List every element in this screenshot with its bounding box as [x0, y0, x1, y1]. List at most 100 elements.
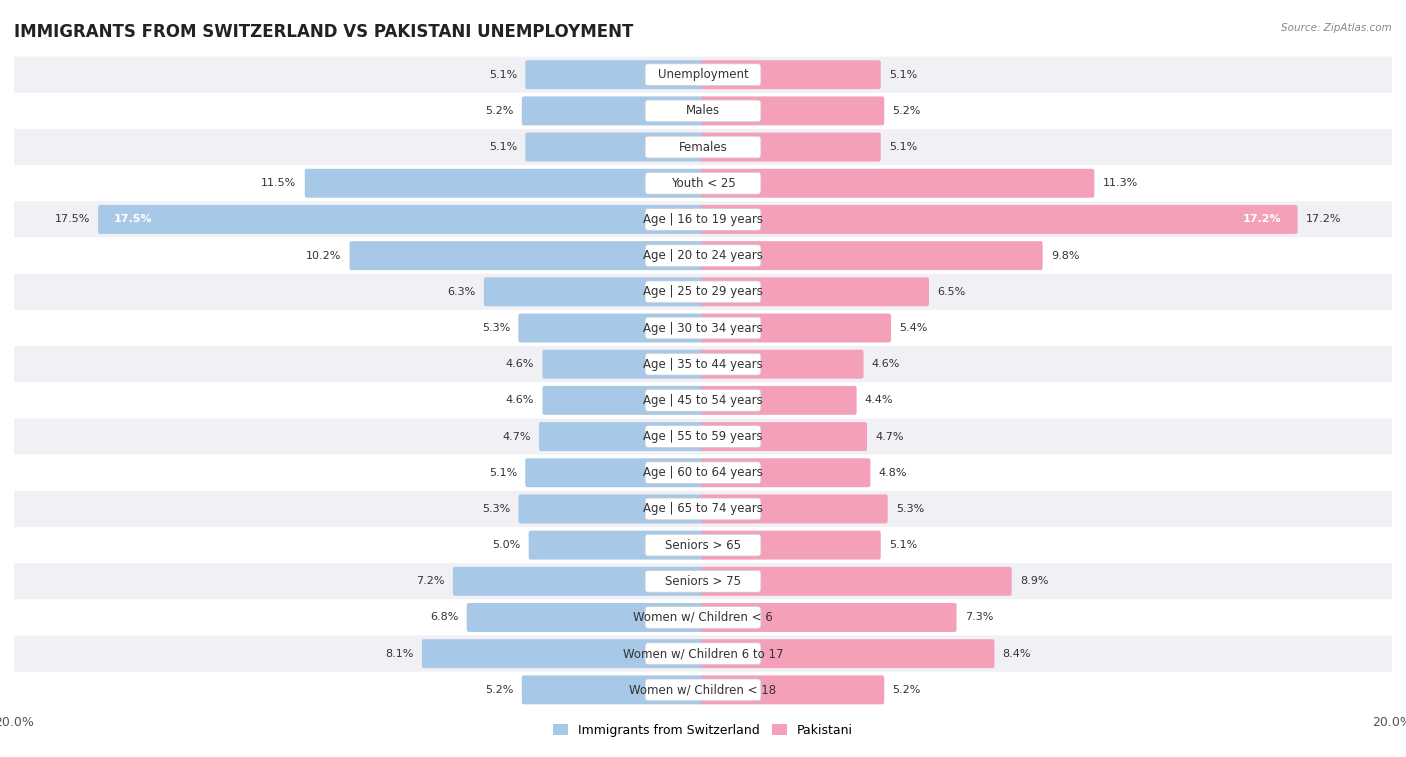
FancyBboxPatch shape [526, 458, 704, 488]
Text: Women w/ Children < 18: Women w/ Children < 18 [630, 684, 776, 696]
Text: 7.2%: 7.2% [416, 576, 444, 587]
Text: 4.7%: 4.7% [502, 431, 531, 441]
FancyBboxPatch shape [645, 390, 761, 411]
Text: Age | 45 to 54 years: Age | 45 to 54 years [643, 394, 763, 407]
FancyBboxPatch shape [702, 639, 994, 668]
Text: Seniors > 75: Seniors > 75 [665, 575, 741, 587]
FancyBboxPatch shape [702, 61, 880, 89]
FancyBboxPatch shape [645, 100, 761, 122]
FancyBboxPatch shape [645, 245, 761, 266]
Text: 5.1%: 5.1% [489, 468, 517, 478]
Text: 5.2%: 5.2% [893, 685, 921, 695]
Text: 5.2%: 5.2% [893, 106, 921, 116]
FancyBboxPatch shape [645, 425, 761, 447]
FancyBboxPatch shape [519, 313, 704, 342]
FancyBboxPatch shape [702, 96, 884, 126]
FancyBboxPatch shape [14, 527, 1392, 563]
Text: 4.7%: 4.7% [875, 431, 904, 441]
FancyBboxPatch shape [14, 563, 1392, 600]
Text: 11.3%: 11.3% [1102, 178, 1137, 188]
Text: 5.3%: 5.3% [482, 323, 510, 333]
FancyBboxPatch shape [98, 205, 704, 234]
FancyBboxPatch shape [645, 317, 761, 339]
FancyBboxPatch shape [14, 455, 1392, 491]
Text: 5.1%: 5.1% [889, 142, 917, 152]
Text: Seniors > 65: Seniors > 65 [665, 539, 741, 552]
Text: 8.1%: 8.1% [385, 649, 413, 659]
Text: Women w/ Children 6 to 17: Women w/ Children 6 to 17 [623, 647, 783, 660]
Text: 8.4%: 8.4% [1002, 649, 1031, 659]
Text: Unemployment: Unemployment [658, 68, 748, 81]
Text: 6.8%: 6.8% [430, 612, 458, 622]
Text: Age | 55 to 59 years: Age | 55 to 59 years [643, 430, 763, 443]
FancyBboxPatch shape [350, 241, 704, 270]
FancyBboxPatch shape [543, 386, 704, 415]
FancyBboxPatch shape [702, 350, 863, 378]
Text: Age | 25 to 29 years: Age | 25 to 29 years [643, 285, 763, 298]
Text: 4.6%: 4.6% [872, 359, 900, 369]
FancyBboxPatch shape [14, 600, 1392, 636]
Text: 11.5%: 11.5% [262, 178, 297, 188]
FancyBboxPatch shape [14, 491, 1392, 527]
Text: Age | 20 to 24 years: Age | 20 to 24 years [643, 249, 763, 262]
Text: 17.5%: 17.5% [55, 214, 90, 224]
FancyBboxPatch shape [645, 209, 761, 230]
FancyBboxPatch shape [702, 313, 891, 342]
Text: 7.3%: 7.3% [965, 612, 993, 622]
Text: Source: ZipAtlas.com: Source: ZipAtlas.com [1281, 23, 1392, 33]
Text: 4.6%: 4.6% [506, 395, 534, 406]
FancyBboxPatch shape [14, 129, 1392, 165]
FancyBboxPatch shape [14, 274, 1392, 310]
FancyBboxPatch shape [522, 675, 704, 704]
Text: 17.2%: 17.2% [1306, 214, 1341, 224]
FancyBboxPatch shape [702, 422, 868, 451]
Text: 5.2%: 5.2% [485, 685, 513, 695]
Text: 5.1%: 5.1% [489, 70, 517, 79]
Text: 4.4%: 4.4% [865, 395, 893, 406]
Text: 10.2%: 10.2% [307, 251, 342, 260]
FancyBboxPatch shape [702, 205, 1298, 234]
FancyBboxPatch shape [645, 606, 761, 628]
FancyBboxPatch shape [702, 277, 929, 307]
Text: Youth < 25: Youth < 25 [671, 177, 735, 190]
Legend: Immigrants from Switzerland, Pakistani: Immigrants from Switzerland, Pakistani [548, 718, 858, 742]
Text: 4.8%: 4.8% [879, 468, 907, 478]
FancyBboxPatch shape [645, 679, 761, 701]
FancyBboxPatch shape [14, 165, 1392, 201]
FancyBboxPatch shape [522, 96, 704, 126]
FancyBboxPatch shape [538, 422, 704, 451]
FancyBboxPatch shape [645, 462, 761, 484]
Text: 8.9%: 8.9% [1019, 576, 1049, 587]
Text: 5.1%: 5.1% [889, 540, 917, 550]
FancyBboxPatch shape [305, 169, 704, 198]
FancyBboxPatch shape [645, 64, 761, 86]
FancyBboxPatch shape [526, 132, 704, 161]
FancyBboxPatch shape [453, 567, 704, 596]
Text: 5.1%: 5.1% [889, 70, 917, 79]
Text: 5.4%: 5.4% [900, 323, 928, 333]
FancyBboxPatch shape [14, 671, 1392, 708]
FancyBboxPatch shape [14, 310, 1392, 346]
FancyBboxPatch shape [702, 494, 887, 523]
Text: 5.0%: 5.0% [492, 540, 520, 550]
FancyBboxPatch shape [702, 169, 1094, 198]
Text: Age | 60 to 64 years: Age | 60 to 64 years [643, 466, 763, 479]
Text: Age | 30 to 34 years: Age | 30 to 34 years [643, 322, 763, 335]
FancyBboxPatch shape [14, 382, 1392, 419]
FancyBboxPatch shape [526, 61, 704, 89]
FancyBboxPatch shape [14, 346, 1392, 382]
Text: 17.2%: 17.2% [1243, 214, 1282, 224]
FancyBboxPatch shape [645, 136, 761, 158]
Text: Males: Males [686, 104, 720, 117]
Text: 9.8%: 9.8% [1050, 251, 1080, 260]
FancyBboxPatch shape [645, 643, 761, 665]
Text: 5.2%: 5.2% [485, 106, 513, 116]
Text: IMMIGRANTS FROM SWITZERLAND VS PAKISTANI UNEMPLOYMENT: IMMIGRANTS FROM SWITZERLAND VS PAKISTANI… [14, 23, 634, 41]
Text: 5.3%: 5.3% [896, 504, 924, 514]
FancyBboxPatch shape [645, 354, 761, 375]
FancyBboxPatch shape [422, 639, 704, 668]
FancyBboxPatch shape [14, 57, 1392, 93]
Text: 5.3%: 5.3% [482, 504, 510, 514]
FancyBboxPatch shape [645, 281, 761, 303]
FancyBboxPatch shape [702, 241, 1043, 270]
